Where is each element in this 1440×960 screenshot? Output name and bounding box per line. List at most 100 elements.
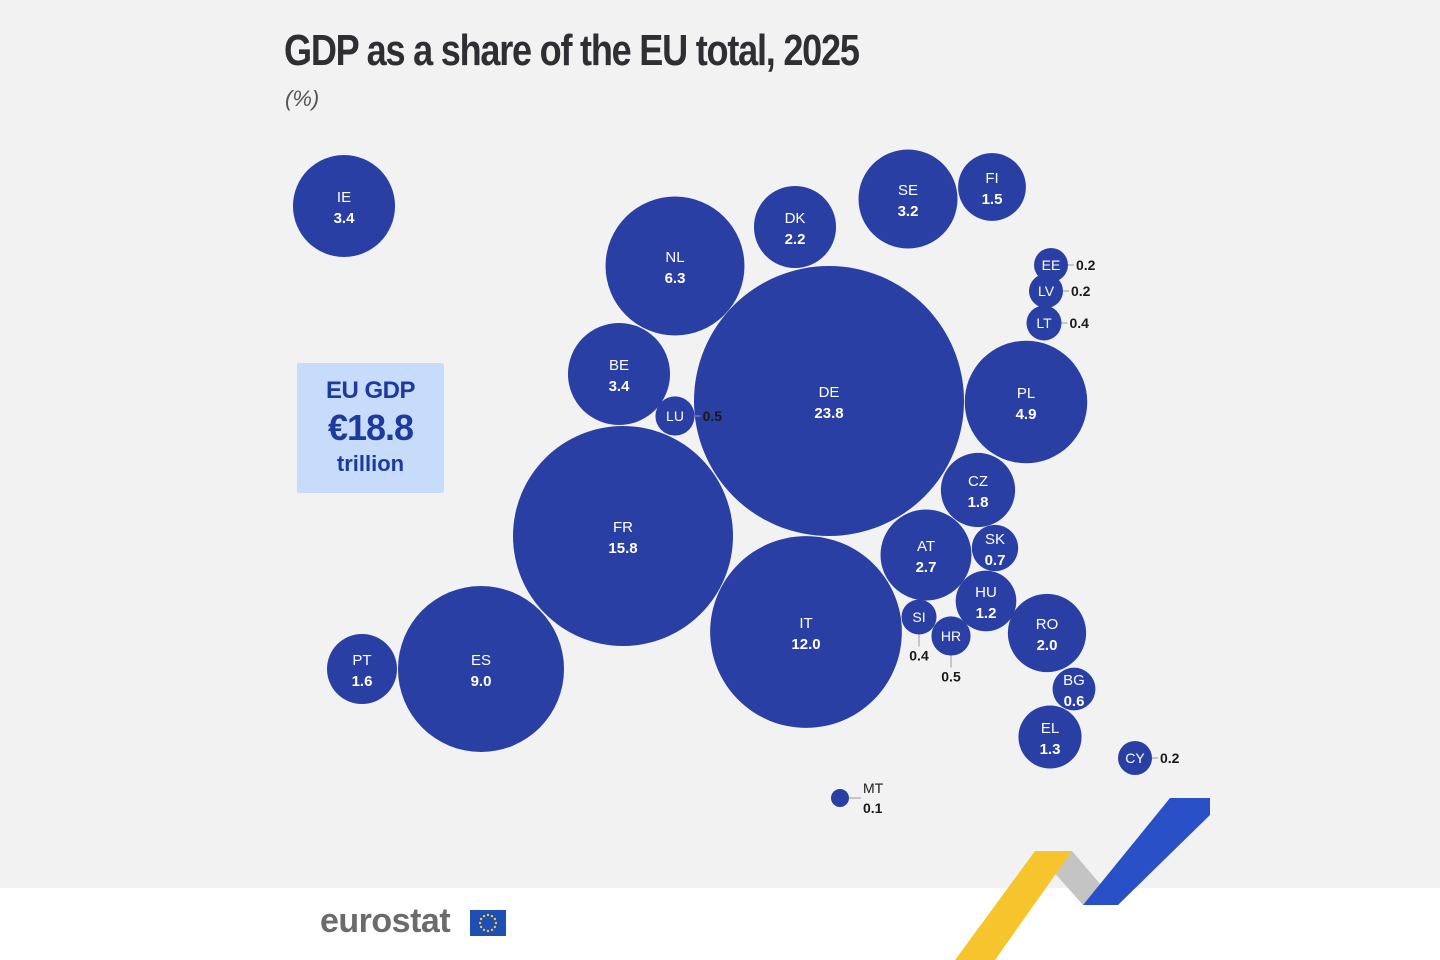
bubble-ro <box>1007 593 1087 673</box>
bubble-lt <box>1026 305 1062 341</box>
bubble-label-ro: RO <box>1036 616 1059 633</box>
bubble-value-pl: 4.9 <box>1016 406 1037 423</box>
bubble-value-dk: 2.2 <box>785 231 806 248</box>
bubble-label-bg: BG <box>1063 672 1085 689</box>
bubble-label-el: EL <box>1041 720 1059 737</box>
bubble-ie <box>292 154 396 258</box>
bubble-value-be: 3.4 <box>609 378 631 395</box>
flag-star <box>479 917 483 921</box>
bubble-label-dk: DK <box>785 210 806 227</box>
bubble-value-lu: 0.5 <box>703 408 723 424</box>
bubble-at <box>880 509 972 601</box>
bubble-be <box>567 322 671 426</box>
bubble-cz <box>940 452 1016 528</box>
bubble-label-at: AT <box>917 538 935 555</box>
bubble-value-lv: 0.2 <box>1071 283 1091 299</box>
bubble-value-it: 12.0 <box>791 636 820 653</box>
bubble-value-nl: 6.3 <box>665 270 686 287</box>
bubble-label-se: SE <box>898 182 918 199</box>
bubble-si <box>901 599 937 635</box>
bubble-hu <box>955 570 1017 632</box>
bubble-dk <box>753 185 837 269</box>
eu-gdp-total-box: EU GDP €18.8 trillion <box>297 363 444 493</box>
bubble-value-lt: 0.4 <box>1070 315 1090 331</box>
bubble-label-cz: CZ <box>968 473 988 490</box>
bubble-value-ee: 0.2 <box>1076 257 1096 273</box>
bubble-value-hr: 0.5 <box>941 669 961 685</box>
bubble-label-fr: FR <box>613 519 633 536</box>
bubble-label-hr: HR <box>941 628 961 644</box>
bubble-label-pl: PL <box>1017 385 1035 402</box>
bubble-lv <box>1029 274 1063 308</box>
bubble-value-cz: 1.8 <box>968 494 989 511</box>
flag-star <box>486 929 490 933</box>
flag-star <box>479 925 483 929</box>
bubble-ee <box>1034 248 1068 282</box>
swoosh-blue-band <box>1083 798 1210 905</box>
bubble-se <box>858 149 958 249</box>
bubble-it <box>710 536 902 728</box>
bubble-pl <box>964 340 1088 464</box>
bubble-value-ie: 3.4 <box>334 210 356 227</box>
eu-flag-icon <box>470 910 506 936</box>
flag-star <box>493 925 497 929</box>
flag-star <box>493 917 497 921</box>
bubble-label-mt: MT <box>863 780 884 796</box>
flag-star <box>490 928 494 932</box>
bubble-label-pt: PT <box>352 652 371 669</box>
bubble-label-it: IT <box>799 615 812 632</box>
bubble-value-el: 1.3 <box>1040 741 1061 758</box>
bubble-label-de: DE <box>819 384 840 401</box>
bubble-value-hu: 1.2 <box>976 605 997 622</box>
bubble-value-fi: 1.5 <box>982 191 1003 208</box>
flag-star <box>482 928 486 932</box>
eu-flag-stars <box>478 913 498 933</box>
eurostat-logo-text: eurostat <box>320 902 451 940</box>
footer-bar <box>0 888 1440 960</box>
bubble-label-ee: EE <box>1042 257 1061 273</box>
bubble-value-sk: 0.7 <box>985 552 1006 569</box>
bubble-value-cy: 0.2 <box>1160 750 1180 766</box>
flag-star <box>482 914 486 918</box>
bubble-hr <box>931 616 971 656</box>
bubble-bg <box>1052 667 1096 711</box>
bubble-label-ie: IE <box>337 189 351 206</box>
swoosh-yellow-band <box>955 851 1072 960</box>
bubble-value-es: 9.0 <box>471 673 492 690</box>
bubble-sk <box>971 524 1019 572</box>
bubble-chart: DE 23.8 FR 15.8 IT 12.0 ES 9.0 NL 6.3 PL 4.9 IE 3.4 BE… <box>292 149 1180 816</box>
bubble-label-nl: NL <box>665 249 684 266</box>
bubble-es <box>397 585 565 753</box>
bubble-de <box>694 266 964 536</box>
bubble-label-si: SI <box>912 609 925 625</box>
total-box-unit: trillion <box>336 451 405 476</box>
bubble-label-be: BE <box>609 357 629 374</box>
flag-star <box>490 914 494 918</box>
flag-star <box>478 921 482 925</box>
flag-star <box>486 913 490 917</box>
chart-title: GDP as a share of the EU total, 2025 <box>284 26 860 75</box>
bubble-fi <box>958 153 1026 221</box>
bubble-el <box>1018 705 1082 769</box>
chart-subtitle: (%) <box>285 86 320 111</box>
bubble-value-ro: 2.0 <box>1037 637 1058 654</box>
bubble-label-lt: LT <box>1036 315 1052 331</box>
bubble-value-fr: 15.8 <box>608 540 637 557</box>
bubble-label-hu: HU <box>975 584 997 601</box>
bubble-value-at: 2.7 <box>916 559 937 576</box>
bubble-value-pt: 1.6 <box>352 673 373 690</box>
flag-star <box>494 921 498 925</box>
bubble-value-bg: 0.6 <box>1064 693 1085 710</box>
bubble-value-mt: 0.1 <box>863 800 883 816</box>
bubble-fr <box>513 426 733 646</box>
bubble-label-cy: CY <box>1125 750 1145 766</box>
bubble-label-lv: LV <box>1038 283 1055 299</box>
bubble-label-es: ES <box>471 652 491 669</box>
bubble-label-lu: LU <box>666 408 684 424</box>
bubble-value-se: 3.2 <box>898 203 919 220</box>
bubble-label-fi: FI <box>985 170 998 187</box>
bubble-value-si: 0.4 <box>909 648 929 664</box>
bubble-label-sk: SK <box>985 531 1005 548</box>
total-box-heading: EU GDP <box>325 377 416 404</box>
